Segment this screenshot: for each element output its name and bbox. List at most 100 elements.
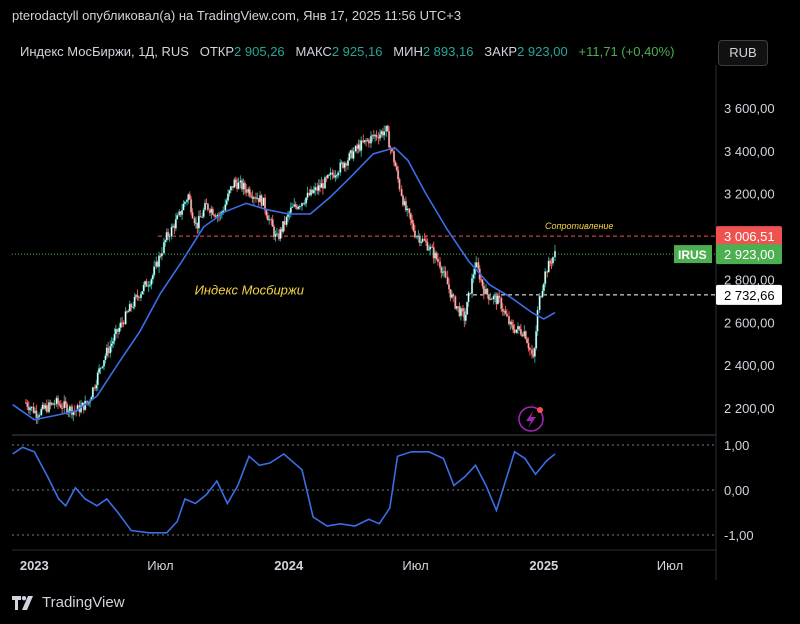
candle-body <box>127 311 130 313</box>
candle-body <box>467 292 470 303</box>
candle-body <box>182 203 185 211</box>
candle-body <box>471 278 474 294</box>
candle-body <box>91 387 94 398</box>
candle-body <box>114 328 117 335</box>
candle-body <box>176 215 179 220</box>
candle-body <box>541 290 544 298</box>
candle-body <box>550 262 553 265</box>
candle-body <box>99 367 102 369</box>
time-axis-tick-label: Июл <box>147 558 173 573</box>
candle-body <box>95 384 98 389</box>
candle-body <box>421 238 424 242</box>
candle-body <box>329 172 332 175</box>
symbol-info-bar: Индекс МосБиржи, 1Д, RUS ОТКР2 905,26 МА… <box>20 44 674 59</box>
candle-body <box>136 294 139 298</box>
candle-body <box>109 345 112 354</box>
price-axis-tick-label: 3 400,00 <box>724 144 775 159</box>
candle-body <box>528 347 531 350</box>
candle-body <box>40 408 43 416</box>
candle-body <box>472 274 475 279</box>
candle-body <box>383 131 386 136</box>
candle-body <box>367 139 370 144</box>
candle-body <box>98 368 101 373</box>
footer-brand-label: TradingView <box>42 594 125 611</box>
candle-body <box>181 209 184 216</box>
candle-body <box>464 314 467 321</box>
candle-body <box>141 291 144 295</box>
currency-button[interactable]: RUB <box>718 40 768 66</box>
candle-body <box>314 187 317 191</box>
candle-body <box>199 215 202 218</box>
candle-body <box>300 202 303 207</box>
candle-body <box>533 348 536 357</box>
candle-body <box>547 260 550 273</box>
candle-body <box>500 297 503 310</box>
candle-body <box>431 246 434 248</box>
oscillator-axis-tick-label: 0,00 <box>724 483 749 498</box>
current-price-label-ticker: IRUS <box>678 248 707 262</box>
candle-body <box>275 233 278 235</box>
candle-body <box>486 288 489 295</box>
candle-body <box>170 226 173 237</box>
candle-body <box>150 279 153 285</box>
candle-body <box>118 327 121 333</box>
candle-body <box>411 219 414 224</box>
candle-body <box>197 215 200 229</box>
candle-body <box>527 342 530 349</box>
low-label: МИН <box>393 44 423 59</box>
candle-body <box>526 338 529 344</box>
candle-body <box>162 241 165 254</box>
current-price-label-ticker-bg <box>674 245 712 264</box>
candle-body <box>248 188 251 196</box>
symbol-name[interactable]: Индекс МосБиржи, 1Д, RUS <box>20 44 189 59</box>
candle-body <box>149 284 152 286</box>
candle-body <box>482 285 485 295</box>
candle-body <box>446 276 449 285</box>
lightning-bolt <box>526 411 536 428</box>
candle-body <box>101 366 104 368</box>
candle-body <box>466 301 469 315</box>
candle-body <box>426 241 429 251</box>
footer-brand: TradingView <box>12 594 125 611</box>
candle-body <box>436 258 439 262</box>
candle-body <box>243 182 246 190</box>
candle-body <box>137 296 140 299</box>
candle-body <box>328 174 331 176</box>
candle-body <box>420 241 423 244</box>
candle-body <box>229 186 232 191</box>
candle-body <box>119 322 122 328</box>
price-axis-tick-label: 3 200,00 <box>724 187 775 202</box>
candle-body <box>113 333 116 342</box>
candle-body <box>344 162 347 166</box>
candle-body <box>553 250 556 258</box>
candle-body <box>193 218 196 224</box>
tradingview-logo-icon <box>12 595 33 610</box>
candle-body <box>103 359 106 367</box>
candle-body <box>427 249 430 251</box>
candle-body <box>107 347 110 354</box>
candle-body <box>388 131 391 148</box>
candle-body <box>312 189 315 194</box>
candle-body <box>38 414 41 417</box>
candle-body <box>352 151 355 159</box>
candle-body <box>321 182 324 189</box>
candle-body <box>454 296 457 309</box>
candle-body <box>448 284 451 290</box>
candle-body <box>274 234 277 237</box>
chart-annotation-text: Индекс Мосбиржи <box>195 282 304 297</box>
candle-body <box>76 404 79 411</box>
candle-body <box>224 204 227 211</box>
oscillator-line <box>12 446 556 534</box>
candle-body <box>260 195 263 206</box>
candle-body <box>47 402 50 413</box>
candle-body <box>518 326 521 330</box>
candle-body <box>183 201 186 204</box>
low-value: 2 893,16 <box>422 44 474 59</box>
candle-body <box>501 308 504 312</box>
candle-body <box>375 134 378 138</box>
candle-body <box>228 190 231 194</box>
price-axis-tick-label: 2 400,00 <box>724 358 775 373</box>
candle-body <box>63 401 66 409</box>
oscillator-axis-tick-label: 1,00 <box>724 438 749 453</box>
